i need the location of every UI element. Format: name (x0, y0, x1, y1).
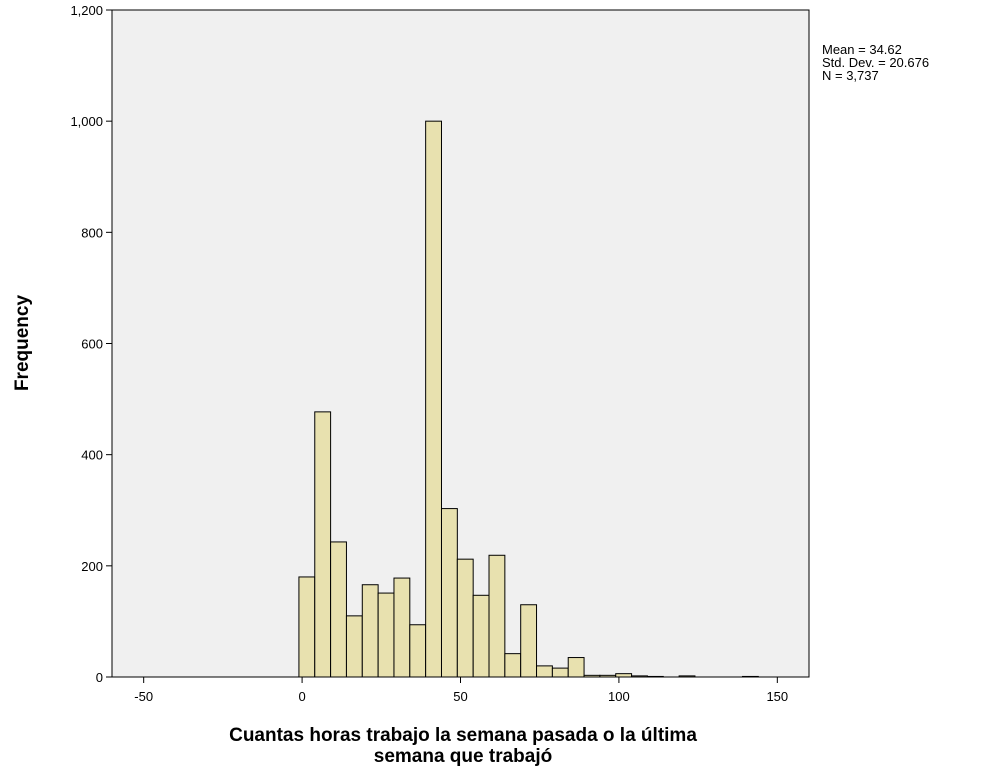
histogram-bar-21 (631, 675, 648, 678)
histogram-bar-10 (456, 558, 474, 678)
histogram-bars (298, 120, 759, 678)
stats-n: N = 3,737 (822, 68, 879, 83)
y-tick-label-0: 0 (96, 670, 103, 685)
histogram-bar-16 (551, 667, 569, 678)
histogram-bar-14 (520, 604, 538, 678)
x-axis-title-line-2: semana que trabajó (374, 746, 552, 767)
x-axis: -50 0 50 100 150 (134, 677, 788, 704)
stats-box: Mean = 34.62 Std. Dev. = 20.676 N = 3,73… (822, 42, 929, 83)
histogram-bar-0 (298, 576, 316, 678)
histogram-bar-2 (330, 541, 347, 678)
x-axis-title-line-1: Cuantas horas trabajo la semana pasada o… (229, 725, 697, 746)
x-tick-label-4: 150 (766, 689, 788, 704)
x-tick-label-0: -50 (134, 689, 153, 704)
histogram-bar-15 (536, 665, 553, 678)
histogram-bar-4 (361, 584, 379, 678)
histogram-bar-22 (646, 675, 664, 678)
stats-std-dev: Std. Dev. = 20.676 (822, 55, 929, 70)
histogram-bar-8 (425, 120, 442, 678)
histogram-bar-11 (472, 594, 490, 678)
histogram-bar-17 (567, 657, 585, 678)
histogram-bar-20 (615, 673, 633, 678)
histogram-bar-13 (504, 653, 522, 678)
histogram-bar-7 (409, 624, 427, 678)
histogram-bar-6 (393, 577, 411, 678)
histogram-bar-1 (314, 411, 332, 678)
x-tick-label-1: 0 (298, 689, 305, 704)
histogram-bar-9 (440, 508, 458, 678)
y-tick-label-1: 200 (81, 559, 103, 574)
x-tick-label-2: 50 (453, 689, 467, 704)
y-tick-label-4: 800 (81, 225, 103, 240)
y-tick-label-5: 1,000 (70, 114, 103, 129)
y-axis-title: Frequency (12, 295, 33, 392)
stats-mean: Mean = 34.62 (822, 42, 902, 57)
histogram-bar-3 (345, 615, 363, 678)
y-tick-label-6: 1,200 (70, 3, 103, 18)
y-tick-label-3: 600 (81, 337, 103, 352)
histogram-bar-24 (741, 675, 759, 678)
x-tick-label-3: 100 (608, 689, 630, 704)
histogram-bar-19 (599, 674, 617, 678)
histogram-bar-23 (678, 675, 696, 678)
y-axis: 0 200 400 600 800 1,000 1,200 (70, 3, 112, 685)
histogram-bar-18 (583, 674, 601, 678)
y-tick-label-2: 400 (81, 448, 103, 463)
histogram-bar-5 (377, 592, 395, 678)
histogram-bar-12 (488, 554, 506, 678)
